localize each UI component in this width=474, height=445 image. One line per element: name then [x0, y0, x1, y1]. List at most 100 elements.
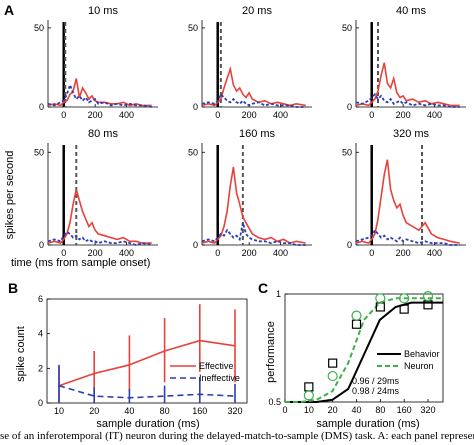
panel-b-chart: spike count sample duration (ms) 0 2 4 6 10 2… — [15, 294, 248, 430]
legend-ineffective-label: Ineffective — [199, 373, 240, 383]
panel-letter-a: A — [4, 2, 14, 18]
y-tick-label: 0 — [39, 240, 44, 250]
x-tick-label: 400 — [119, 110, 134, 120]
ineffective-psth-line — [201, 222, 306, 246]
y-tick-label: 1 — [276, 289, 281, 299]
panel-b-axes-box — [46, 298, 248, 404]
ineffective-psth-line — [47, 82, 152, 108]
ineffective-psth-line — [201, 92, 306, 108]
y-tick-label: 0 — [347, 240, 352, 250]
x-tick-label: 0 — [369, 110, 374, 120]
behavior-point — [304, 382, 314, 392]
behavior-point — [399, 304, 409, 314]
x-tick-label: 80 — [375, 405, 385, 415]
x-tick-label: 0 — [369, 248, 374, 258]
effective-psth-line — [201, 65, 306, 107]
y-tick-label: 6 — [38, 294, 43, 304]
legend-neuron-label: Neuron — [404, 361, 434, 371]
fit-annotation-behavior: 0.96 / 29ms — [352, 376, 400, 386]
y-tick-label: 0 — [39, 102, 44, 112]
neuron-fit-curve — [285, 297, 443, 403]
panel-b-ylabel: spike count — [15, 326, 27, 382]
figure-caption: se of an inferotemporal (IT) neuron duri… — [0, 430, 474, 442]
x-tick-label: 200 — [396, 110, 411, 120]
behavior-point — [351, 319, 362, 329]
subplot-5: 160 ms 0 50 0 200 400 — [188, 128, 312, 258]
neuron-point — [327, 370, 338, 382]
effective-line — [58, 339, 236, 387]
panel-a-subplots: 10 ms 0 50 0 200 400 20 ms 0 50 0 200 400 40 ms 0 50 0 2… — [34, 5, 466, 258]
panel-letter-c: C — [258, 280, 268, 296]
y-tick-label: 0 — [38, 398, 43, 408]
x-tick-label: 400 — [427, 248, 442, 258]
y-tick-label: 4 — [38, 329, 43, 339]
y-tick-label: 2 — [38, 363, 43, 373]
ineffective-psth-line — [47, 230, 152, 246]
subplot-3: 40 ms 0 50 0 200 400 — [342, 5, 466, 120]
x-tick-label: 400 — [427, 110, 442, 120]
x-tick-label: 10 — [54, 406, 64, 416]
panel-c-chart: performance sample duration (ms) 0.510 10… — [265, 289, 444, 430]
y-tick-label: 0 — [193, 240, 198, 250]
panel-c-xlabel: sample duration (ms) — [316, 418, 419, 430]
effective-psth-line — [355, 159, 460, 245]
x-tick-label: 400 — [119, 248, 134, 258]
subplot-4: 80 ms 0 50 0 200 400 — [34, 128, 158, 258]
x-tick-label: 400 — [273, 248, 288, 258]
neuron-point — [375, 293, 386, 304]
x-tick-label: 40 — [124, 406, 134, 416]
behavior-point — [328, 358, 338, 368]
neuron-point — [303, 390, 314, 401]
subplot-title: 160 ms — [239, 128, 276, 140]
x-tick-label: 0 — [215, 110, 220, 120]
panel-a-xlabel: time (ms from sample onset) — [11, 257, 150, 269]
x-tick-label: 10 — [304, 405, 314, 415]
legend-behavior-label: Behavior — [404, 349, 440, 359]
ineffective-line — [58, 384, 236, 399]
x-tick-label: 20 — [328, 405, 338, 415]
x-tick-label: 200 — [242, 248, 257, 258]
y-tick-label: 50 — [342, 23, 352, 33]
subplot-6: 320 ms 0 50 0 200 400 — [342, 128, 466, 258]
x-tick-label: 320 — [227, 406, 242, 416]
subplot-2: 20 ms 0 50 0 200 400 — [188, 5, 312, 120]
ineffective-psth-line — [355, 228, 460, 246]
effective-psth-line — [355, 62, 460, 107]
subplot-1: 10 ms 0 50 0 200 400 — [34, 5, 158, 120]
subplot-title: 20 ms — [242, 5, 272, 17]
y-tick-label: 0.5 — [268, 397, 281, 407]
x-tick-label: 20 — [89, 406, 99, 416]
subplot-title: 40 ms — [396, 5, 426, 17]
panel-a-ylabel: spikes per second — [4, 151, 16, 240]
figure: A B C spikes per second time (ms from sa… — [4, 2, 466, 430]
x-tick-label: 200 — [88, 110, 103, 120]
x-tick-label: 200 — [242, 110, 257, 120]
behavior-fit-curve — [285, 301, 443, 403]
x-tick-label: 160 — [192, 406, 207, 416]
x-tick-label: 400 — [273, 110, 288, 120]
subplot-title: 10 ms — [88, 5, 118, 17]
fit-annotation-neuron: 0.98 / 24ms — [352, 386, 400, 396]
y-tick-label: 50 — [34, 23, 44, 33]
ineffective-psth-line — [355, 92, 460, 108]
x-tick-label: 200 — [88, 248, 103, 258]
panel-letter-b: B — [8, 280, 18, 296]
panel-c-ylabel: performance — [265, 321, 277, 383]
y-tick-label: 50 — [34, 147, 44, 157]
x-tick-label: 80 — [160, 406, 170, 416]
y-tick-label: 50 — [188, 147, 198, 157]
x-tick-label: 160 — [397, 405, 412, 415]
neuron-point — [422, 291, 434, 302]
effective-psth-line — [47, 78, 152, 107]
subplot-title: 80 ms — [88, 128, 118, 140]
neuron-point — [351, 310, 362, 321]
x-tick-label: 0 — [282, 405, 287, 415]
x-tick-label: 40 — [351, 405, 361, 415]
legend-effective-label: Effective — [199, 361, 233, 371]
y-tick-label: 50 — [188, 23, 198, 33]
neuron-point — [399, 293, 410, 304]
x-tick-label: 0 — [215, 248, 220, 258]
x-tick-label: 320 — [420, 405, 435, 415]
x-tick-label: 0 — [61, 248, 66, 258]
panel-c-axes-box — [284, 293, 444, 403]
